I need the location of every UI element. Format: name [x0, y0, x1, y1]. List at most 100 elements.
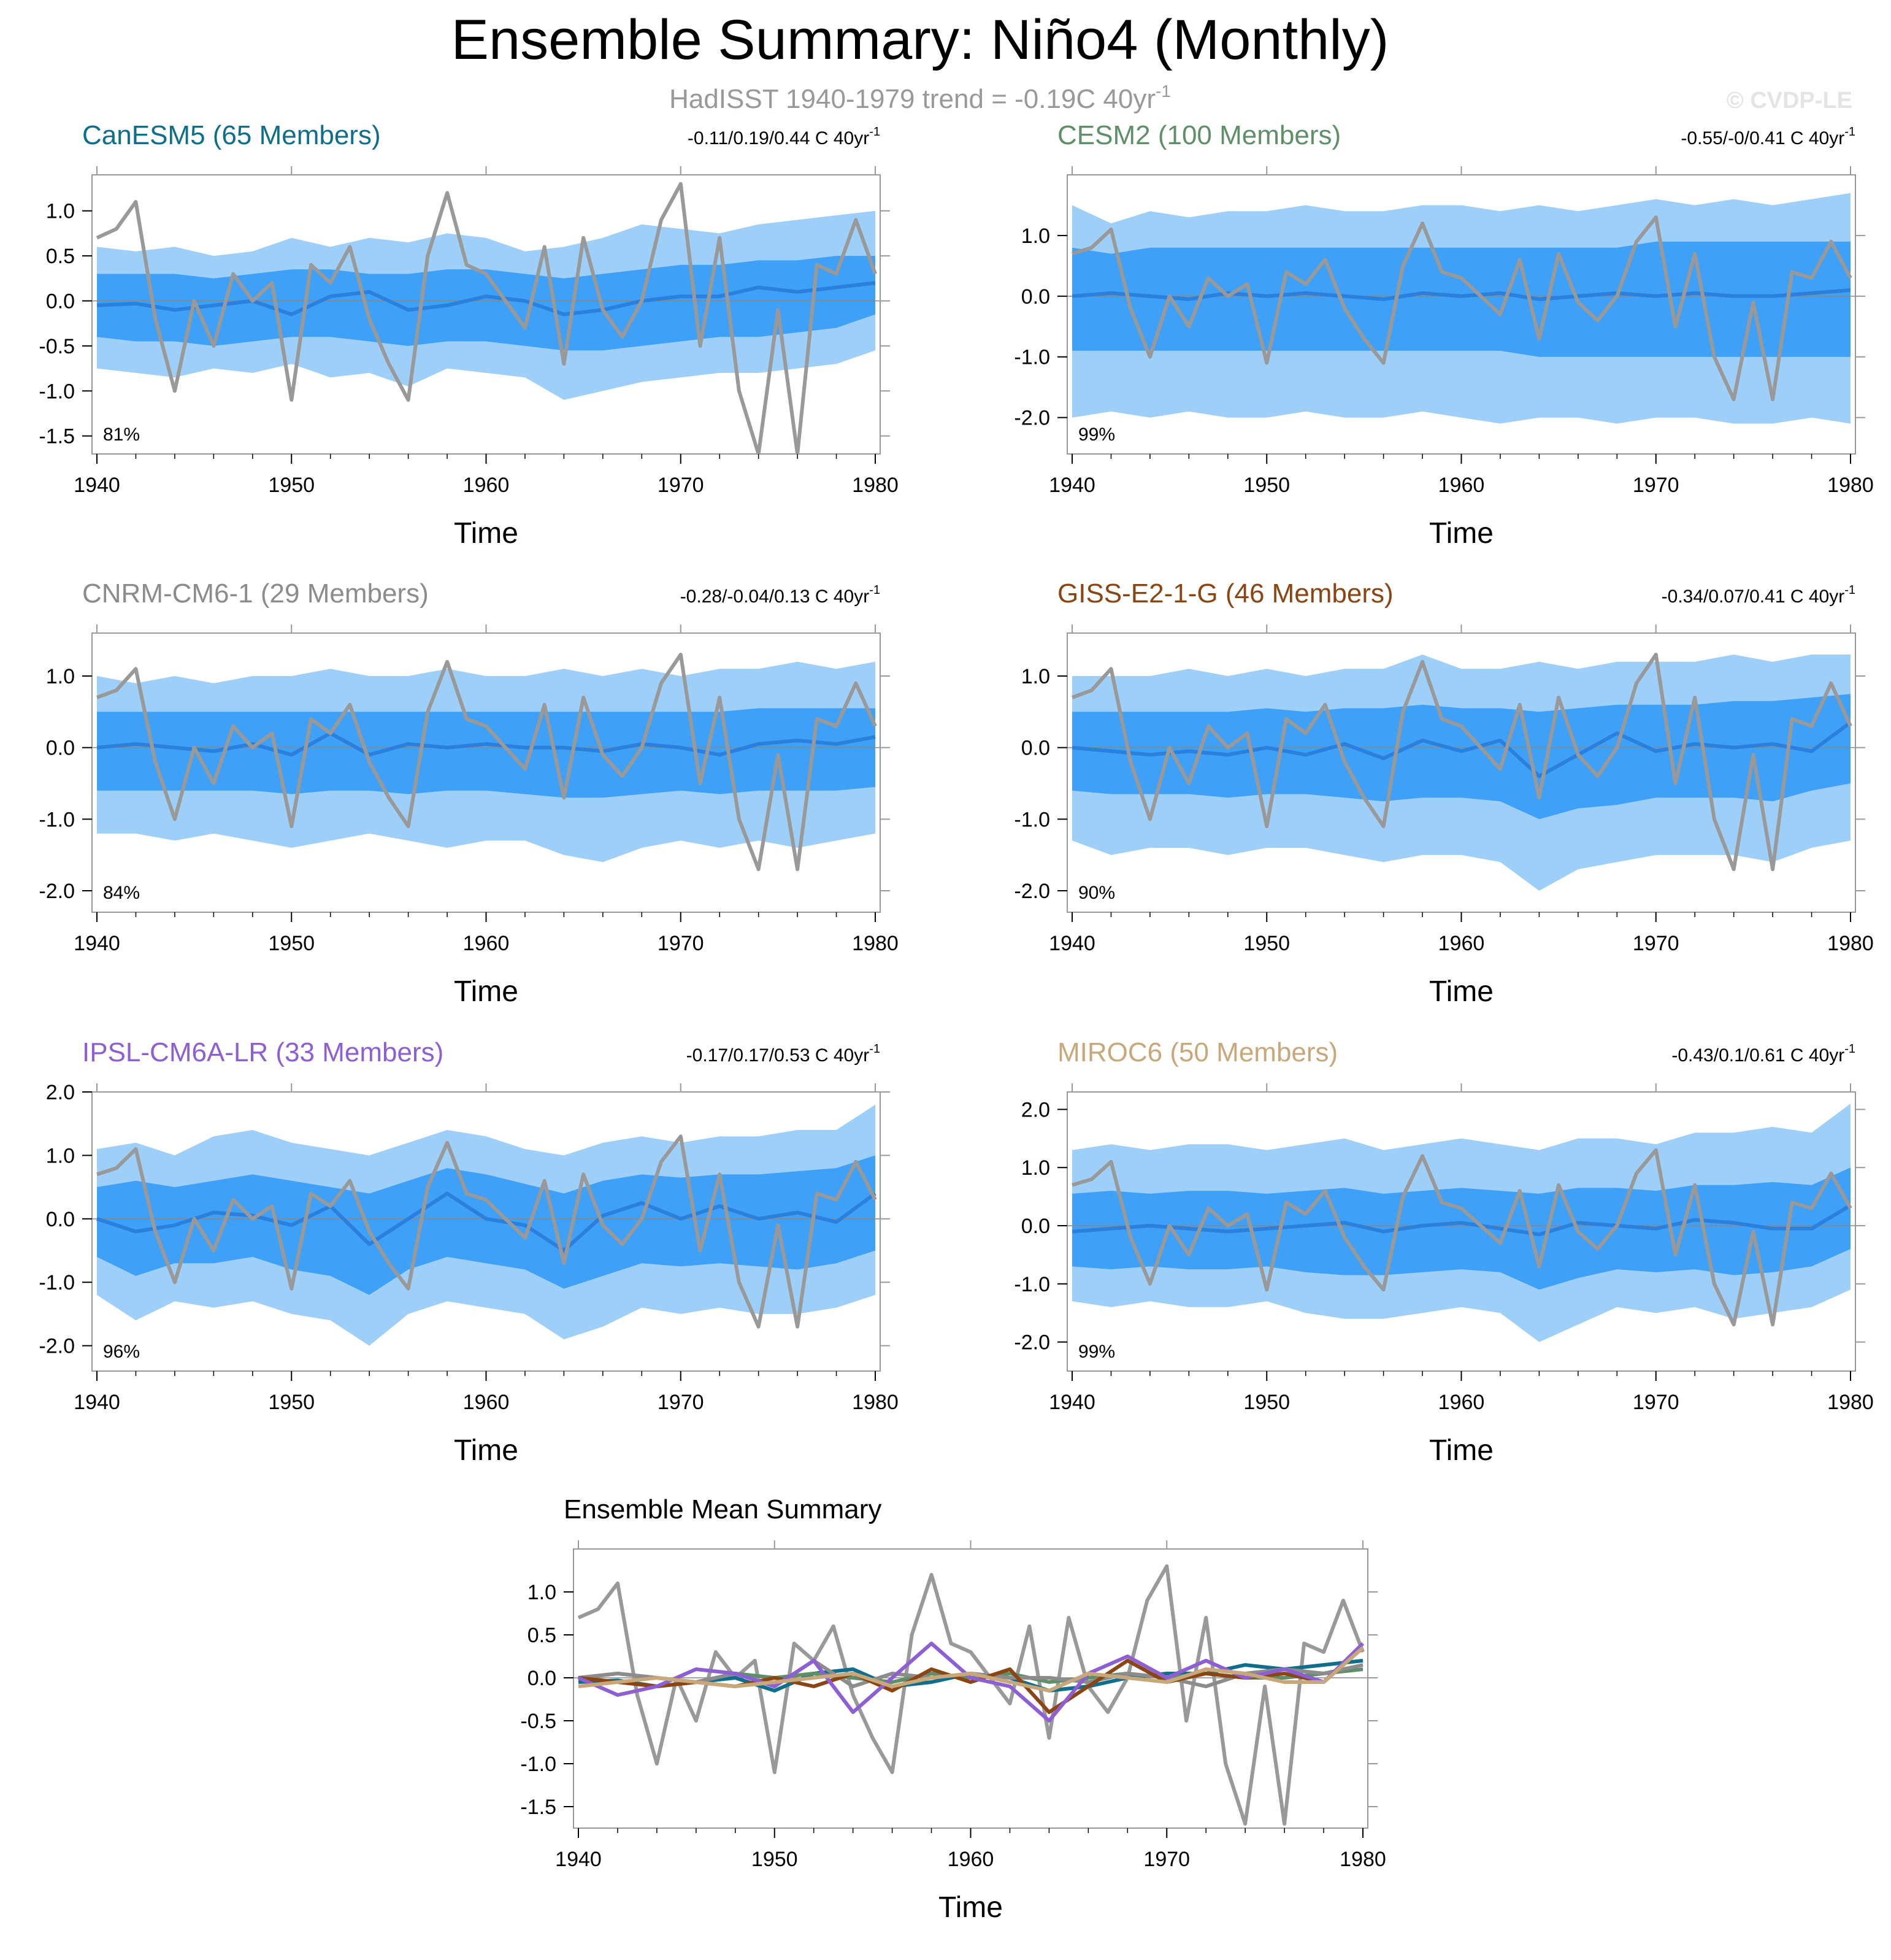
- x-tick-label: 1980: [852, 1391, 899, 1414]
- x-tick-label: 1940: [74, 932, 120, 955]
- observed-series-line: [96, 182, 877, 454]
- ensemble-mean-line: [1072, 721, 1852, 778]
- panel-cnrm-cm6-1: 1940 1950 1960 1970 1980 -2.0 -1.0 0.0 1.0 Time CN…: [39, 578, 898, 1008]
- x-axis-label: Time: [1429, 975, 1494, 1008]
- x-tick-label: 1980: [1827, 474, 1874, 497]
- x-axis-label: Time: [454, 975, 518, 1008]
- y-tick-label: -2.0: [1014, 1331, 1050, 1355]
- panel-title: CESM2 (100 Members): [1057, 120, 1341, 150]
- panel-title: IPSL-CM6A-LR (33 Members): [82, 1037, 443, 1067]
- band-25-75: [97, 256, 875, 351]
- y-tick-label: 2.0: [1021, 1098, 1050, 1121]
- panel-trend-stats: -0.11/0.19/0.44 C 40yr-1: [688, 125, 880, 148]
- panel-title: GISS-E2-1-G (46 Members): [1057, 578, 1394, 609]
- x-tick-label: 1940: [1049, 1391, 1095, 1414]
- x-tick-label: 1940: [74, 1391, 120, 1414]
- trend-stats-text: -0.28/-0.04/0.13 C 40yr: [680, 586, 870, 607]
- y-tick-label: 0.0: [46, 737, 75, 760]
- band-25-75: [1072, 241, 1851, 357]
- x-tick-label: 1950: [1243, 474, 1290, 497]
- x-tick-label: 1960: [463, 932, 510, 955]
- x-tick-label: 1940: [555, 1848, 602, 1871]
- y-tick-label: 0.0: [1021, 737, 1050, 760]
- trend-stats-text: -0.17/0.17/0.53 C 40yr: [686, 1045, 870, 1066]
- x-axis-label: Time: [454, 1434, 518, 1467]
- band-25-75: [1072, 694, 1851, 820]
- band-25-75: [1072, 1167, 1851, 1290]
- panel-percent-label: 81%: [103, 425, 140, 445]
- y-tick-label: -2.0: [39, 880, 75, 903]
- x-tick-label: 1980: [852, 474, 899, 497]
- x-tick-label: 1970: [658, 474, 704, 497]
- x-tick-label: 1970: [1633, 932, 1679, 955]
- y-tick-label: -1.0: [1014, 1273, 1050, 1296]
- y-tick-label: -2.0: [39, 1335, 75, 1358]
- y-tick-label: -2.0: [1014, 407, 1050, 430]
- y-tick-label: -1.0: [39, 808, 75, 831]
- x-tick-label: 1960: [463, 1391, 510, 1414]
- panel-trend-stats: -0.17/0.17/0.53 C 40yr-1: [686, 1042, 880, 1066]
- figure-subtitle: HadISST 1940-1979 trend = -0.19C 40yr-1: [669, 82, 1171, 114]
- x-tick-label: 1950: [751, 1848, 798, 1871]
- trend-stats-superscript: -1: [869, 125, 880, 139]
- panel-title: CNRM-CM6-1 (29 Members): [82, 578, 429, 609]
- plot-area: [573, 1564, 1368, 1826]
- x-tick-label: 1960: [1438, 1391, 1485, 1414]
- trend-stats-superscript: -1: [1844, 1042, 1855, 1056]
- observed-series-line: [96, 653, 877, 871]
- watermark: © CVDP-LE: [1727, 88, 1852, 113]
- y-tick-label: 1.0: [1021, 225, 1050, 248]
- panel-trend-stats: -0.55/-0/0.41 C 40yr-1: [1681, 125, 1855, 148]
- trend-stats-text: -0.11/0.19/0.44 C 40yr: [688, 128, 869, 148]
- x-tick-label: 1980: [1340, 1848, 1386, 1871]
- y-tick-label: 0.0: [527, 1667, 556, 1690]
- trend-stats-superscript: -1: [1844, 583, 1855, 597]
- observed-series-line: [96, 1134, 877, 1329]
- panel-title: CanESM5 (65 Members): [82, 120, 381, 150]
- x-axis-label: Time: [1429, 1434, 1494, 1467]
- x-tick-label: 1950: [268, 1391, 315, 1414]
- band-25-75: [97, 1155, 875, 1295]
- x-tick-label: 1960: [1438, 474, 1485, 497]
- subtitle-superscript: -1: [1156, 82, 1171, 101]
- x-tick-label: 1970: [658, 1391, 704, 1414]
- plot-area: [92, 1104, 880, 1346]
- x-tick-label: 1950: [1243, 1391, 1290, 1414]
- x-tick-label: 1950: [268, 474, 315, 497]
- y-tick-label: -1.0: [39, 1271, 75, 1294]
- y-tick-label: 0.0: [46, 290, 75, 313]
- panel-percent-label: 99%: [1078, 1342, 1115, 1362]
- x-tick-label: 1980: [1827, 1391, 1874, 1414]
- x-axis-label: Time: [454, 517, 518, 550]
- x-axis-label: Time: [938, 1891, 1003, 1924]
- y-tick-label: 1.0: [527, 1581, 556, 1604]
- y-tick-label: -2.0: [1014, 880, 1050, 903]
- panel-miroc6: 1940 1950 1960 1970 1980 -2.0 -1.0 0.0 1.0 2.0 Tim…: [1014, 1037, 1873, 1467]
- trend-stats-text: -0.34/0.07/0.41 C 40yr: [1662, 586, 1845, 607]
- y-tick-label: -1.0: [39, 380, 75, 403]
- x-tick-label: 1960: [463, 474, 510, 497]
- x-tick-label: 1940: [1049, 932, 1095, 955]
- y-tick-label: 0.5: [46, 245, 75, 268]
- y-tick-label: 0.0: [1021, 1215, 1050, 1238]
- panel-ipsl-cm6a-lr: 1940 1950 1960 1970 1980 -2.0 -1.0 0.0 1.0 2.0 Tim…: [39, 1037, 898, 1467]
- ensemble-mean-line: [1072, 1204, 1852, 1237]
- x-tick-label: 1970: [1633, 1391, 1679, 1414]
- x-tick-label: 1970: [1633, 474, 1679, 497]
- x-tick-label: 1960: [948, 1848, 994, 1871]
- y-tick-label: 0.0: [1021, 285, 1050, 309]
- y-tick-label: -0.5: [39, 335, 75, 358]
- observed-series-line: [1071, 653, 1852, 871]
- plot-area: [1067, 653, 1855, 891]
- trend-stats-text: -0.43/0.1/0.61 C 40yr: [1671, 1045, 1844, 1066]
- y-tick-label: 1.0: [1021, 665, 1050, 688]
- x-tick-label: 1950: [268, 932, 315, 955]
- y-tick-label: -0.5: [520, 1710, 556, 1733]
- plot-area: [92, 182, 880, 454]
- trend-stats-superscript: -1: [869, 1042, 880, 1056]
- series-line-hadisst: [577, 1564, 1365, 1826]
- trend-stats-superscript: -1: [1844, 125, 1855, 139]
- y-tick-label: 1.0: [46, 1144, 75, 1167]
- y-tick-label: -1.5: [39, 425, 75, 448]
